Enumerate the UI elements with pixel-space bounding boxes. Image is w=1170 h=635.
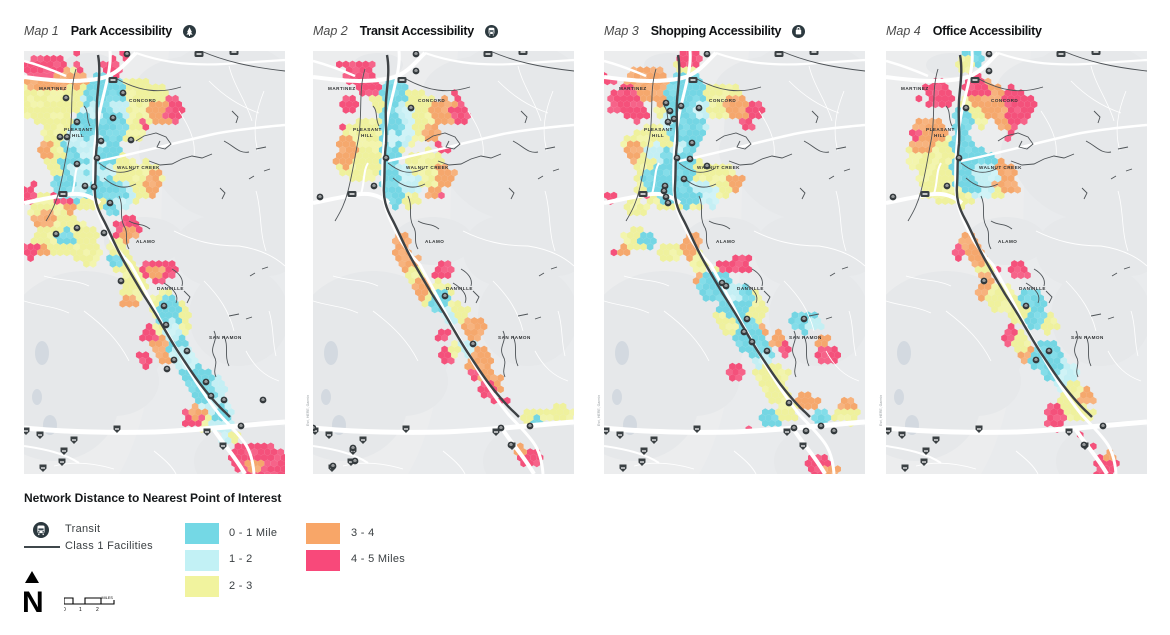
svg-text:N: N (24, 586, 44, 615)
svg-text:2: 2 (96, 607, 99, 612)
svg-text:0: 0 (64, 607, 66, 612)
svg-text:1: 1 (79, 607, 82, 612)
svg-text:MILES: MILES (102, 596, 114, 600)
